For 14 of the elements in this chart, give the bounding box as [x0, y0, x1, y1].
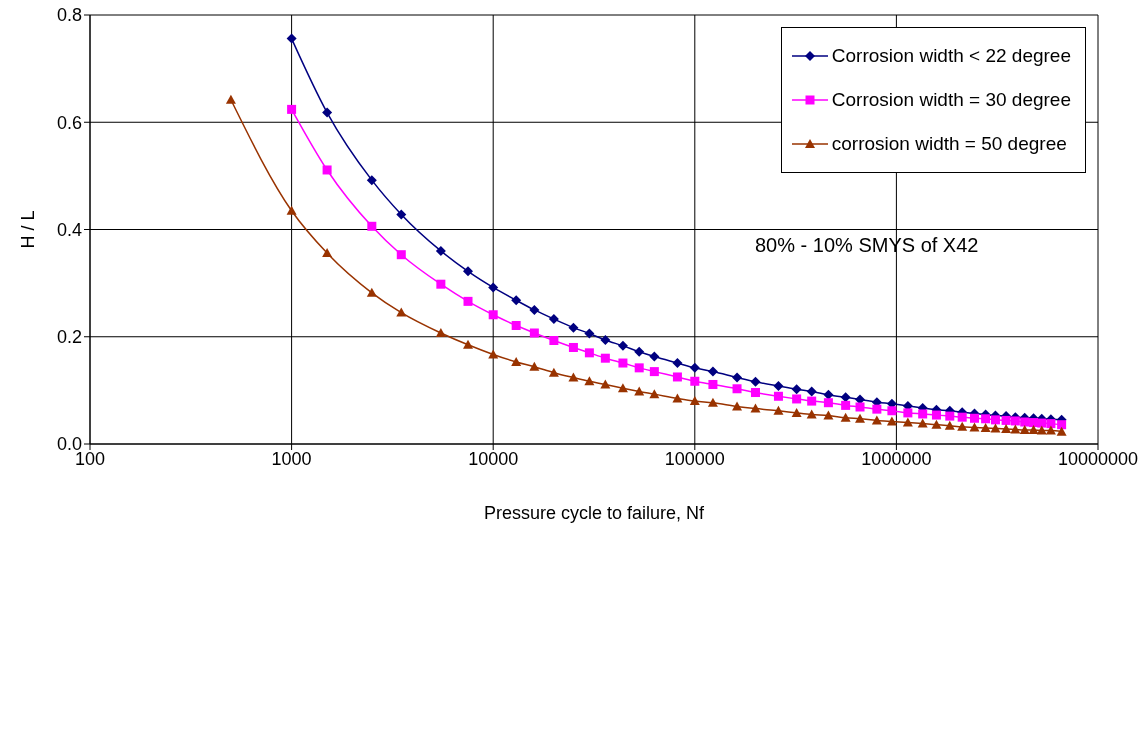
x-tick-label: 1000	[271, 448, 312, 469]
y-tick-label: 0.4	[56, 219, 82, 240]
x-axis-title: Pressure cycle to failure, Nf	[483, 503, 706, 523]
y-tick-label: 0.2	[56, 327, 82, 348]
y-tick-label: 0.8	[56, 5, 82, 26]
legend-label: Corrosion width = 30 degree	[831, 89, 1071, 111]
legend-label: corrosion width = 50 degree	[831, 133, 1067, 155]
y-axis-title: H / L	[18, 210, 39, 249]
x-tick-label: 1000000	[861, 448, 932, 469]
x-tick-label: 10000	[468, 448, 519, 469]
x-tick-label: 100000	[664, 448, 725, 469]
x-tick-label: 10000000	[1057, 448, 1139, 469]
y-tick-label: 0.6	[56, 112, 82, 133]
legend-label: Corrosion width < 22 degree	[831, 45, 1071, 67]
